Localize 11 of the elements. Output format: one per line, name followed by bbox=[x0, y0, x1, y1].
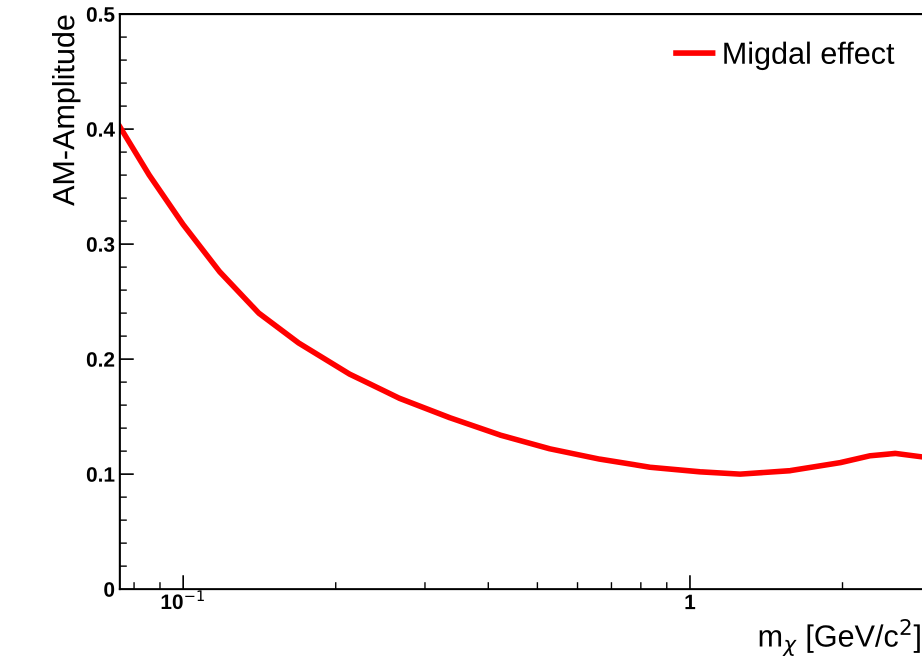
y-tick-label: 0 bbox=[104, 582, 114, 597]
legend-label: Migdal effect bbox=[724, 42, 894, 70]
y-tick-label: 0.4 bbox=[86, 122, 115, 137]
y-axis-title: AM-Amplitude bbox=[52, 15, 80, 206]
x-tick-label: 1 bbox=[685, 594, 696, 610]
x-axis-title: m$_{χ}$ [GeV/c$^{2}$] bbox=[760, 618, 920, 656]
x-tick-label: 10$^{−1}$ bbox=[162, 590, 204, 610]
y-tick-label: 0.2 bbox=[86, 352, 114, 367]
y-tick-label: 0.3 bbox=[86, 237, 114, 252]
y-tick-label: 0.5 bbox=[86, 7, 114, 22]
y-tick-label: 0.1 bbox=[86, 467, 114, 482]
